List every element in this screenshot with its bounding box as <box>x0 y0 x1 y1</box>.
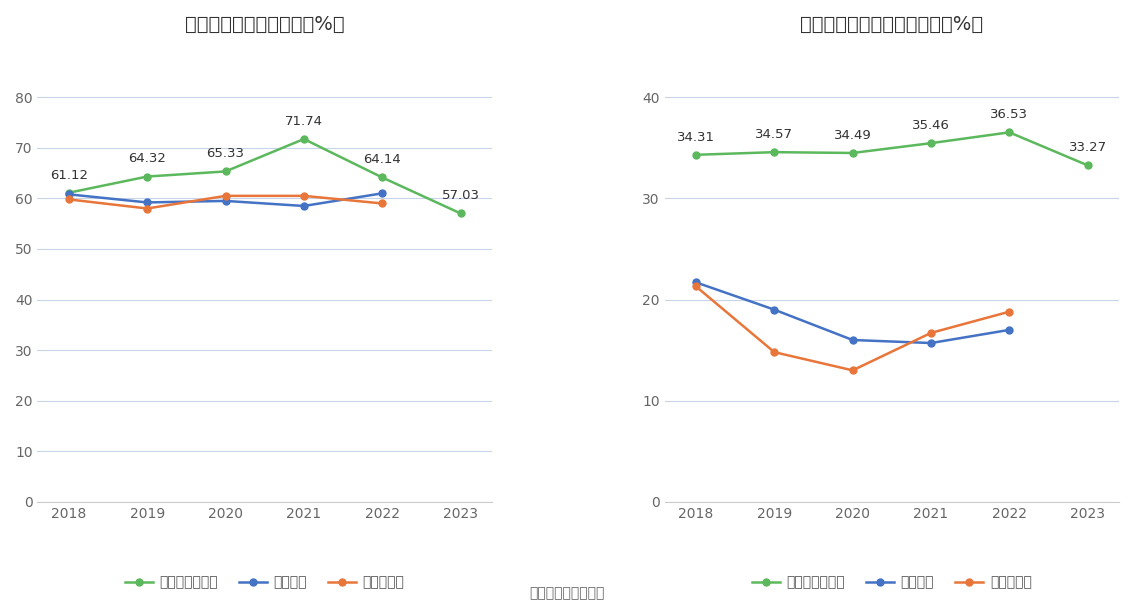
Text: 64.14: 64.14 <box>363 154 401 166</box>
Text: 34.31: 34.31 <box>677 131 714 144</box>
Text: 35.46: 35.46 <box>912 119 950 132</box>
Text: 36.53: 36.53 <box>990 108 1029 121</box>
Text: 34.49: 34.49 <box>833 129 872 142</box>
Text: 34.57: 34.57 <box>755 128 794 141</box>
Legend: 公司资产负债率, 行业均值, 行业中位数: 公司资产负债率, 行业均值, 行业中位数 <box>119 570 411 595</box>
Text: 64.32: 64.32 <box>128 152 166 165</box>
Text: 61.12: 61.12 <box>50 169 87 182</box>
Text: 数据来源：恒生聚源: 数据来源：恒生聚源 <box>530 586 604 600</box>
Text: 33.27: 33.27 <box>1068 141 1107 154</box>
Text: 65.33: 65.33 <box>206 147 245 160</box>
Legend: 有息资产负债率, 行业均值, 行业中位数: 有息资产负债率, 行业均值, 行业中位数 <box>746 570 1038 595</box>
Title: 近年来有息资产负债率情况（%）: 近年来有息资产负债率情况（%） <box>801 15 983 34</box>
Title: 近年来资产负债率情况（%）: 近年来资产负债率情况（%） <box>185 15 345 34</box>
Text: 57.03: 57.03 <box>441 189 480 203</box>
Text: 71.74: 71.74 <box>285 115 323 128</box>
